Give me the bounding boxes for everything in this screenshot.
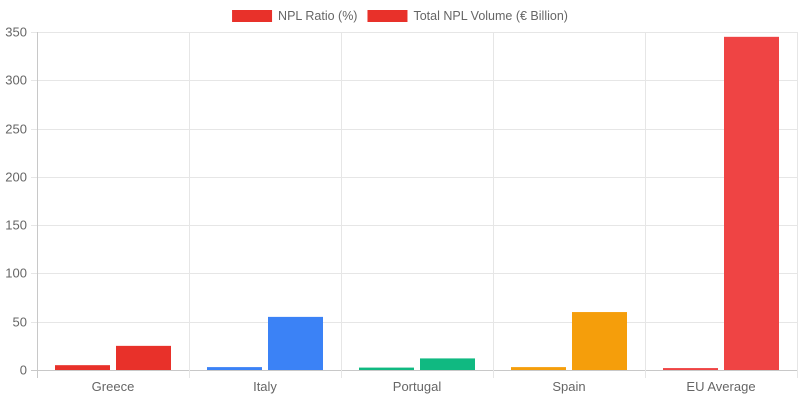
bars: [55, 36, 779, 370]
bar-npl-volume-spain[interactable]: [572, 312, 627, 370]
legend-item-npl-volume[interactable]: Total NPL Volume (€ Billion): [367, 9, 568, 23]
bar-npl-volume-eu-average[interactable]: [724, 36, 779, 370]
legend-swatch: [367, 10, 408, 22]
legend-item-npl-ratio[interactable]: NPL Ratio (%): [232, 9, 357, 23]
axes: 0 50 100 150 200 250 300 350 Greece Italy Portugal…: [5, 25, 755, 395]
y-tick-label: 350: [5, 25, 27, 40]
y-tick-label: 0: [20, 363, 27, 378]
x-tick-label: EU Average: [686, 379, 755, 394]
legend-label: NPL Ratio (%): [278, 9, 357, 23]
y-tick-label: 50: [13, 315, 27, 330]
y-tick-label: 200: [5, 170, 27, 185]
y-tick-label: 250: [5, 122, 27, 137]
bar-npl-volume-portugal[interactable]: [420, 358, 475, 370]
bar-npl-ratio-greece[interactable]: [55, 365, 110, 370]
x-tick-label: Portugal: [393, 379, 442, 394]
grid: [31, 32, 798, 378]
y-tick-label: 100: [5, 266, 27, 281]
x-tick-label: Spain: [552, 379, 585, 394]
bar-npl-ratio-spain[interactable]: [511, 367, 566, 370]
bar-npl-ratio-portugal[interactable]: [359, 367, 414, 370]
legend-swatch: [232, 10, 273, 22]
legend-label: Total NPL Volume (€ Billion): [413, 9, 567, 23]
bar-npl-ratio-italy[interactable]: [207, 367, 262, 370]
legend: NPL Ratio (%) Total NPL Volume (€ Billion…: [232, 9, 568, 23]
y-tick-label: 300: [5, 73, 27, 88]
bar-npl-ratio-eu-average[interactable]: [663, 368, 718, 370]
bar-npl-volume-italy[interactable]: [268, 316, 323, 370]
x-tick-label: Italy: [253, 379, 277, 394]
bar-npl-volume-greece[interactable]: [116, 345, 171, 370]
y-tick-label: 150: [5, 218, 27, 233]
x-tick-label: Greece: [92, 379, 135, 394]
